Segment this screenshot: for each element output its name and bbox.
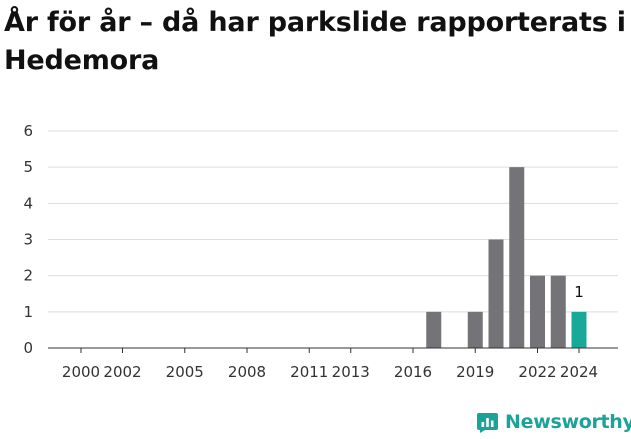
x-tick-label: 2002 bbox=[103, 363, 141, 381]
x-axis-ticks: 2000 2002 2005 2008 2011 2013 2016 2019 2022 2024 bbox=[62, 348, 598, 381]
y-tick-label: 3 bbox=[23, 231, 33, 249]
brand-name: Newsworthy bbox=[505, 411, 631, 433]
bars bbox=[426, 167, 587, 348]
x-tick-label: 2022 bbox=[518, 363, 556, 381]
y-tick-label: 4 bbox=[23, 194, 33, 212]
bar-2020 bbox=[488, 239, 504, 348]
x-tick-label: 2016 bbox=[394, 363, 432, 381]
bar-2019 bbox=[467, 311, 483, 348]
bar-2024 bbox=[571, 311, 587, 348]
x-tick-label: 2008 bbox=[228, 363, 266, 381]
x-tick-label: 2000 bbox=[62, 363, 100, 381]
data-labels: 1 bbox=[574, 283, 584, 301]
x-tick-label: 2024 bbox=[560, 363, 598, 381]
x-tick-label: 2013 bbox=[332, 363, 370, 381]
x-tick-label: 2011 bbox=[290, 363, 328, 381]
x-tick-label: 2005 bbox=[166, 363, 204, 381]
bar-chart: 0 1 2 3 4 5 6 2000 2002 2005 2008 2011 2013 2016 2019… bbox=[23, 122, 618, 381]
y-axis-ticks: 0 1 2 3 4 5 6 bbox=[23, 122, 33, 357]
bar-2022 bbox=[530, 275, 545, 348]
x-tick-label: 2019 bbox=[456, 363, 494, 381]
newsworthy-logo: Newsworthy bbox=[476, 409, 631, 435]
bar-2021 bbox=[509, 167, 525, 348]
bar-2017 bbox=[426, 311, 442, 348]
y-tick-label: 1 bbox=[23, 303, 33, 321]
y-tick-label: 5 bbox=[23, 158, 33, 176]
y-tick-label: 6 bbox=[23, 122, 33, 140]
y-tick-label: 2 bbox=[23, 267, 33, 285]
bar-2023 bbox=[550, 275, 566, 348]
y-tick-label: 0 bbox=[23, 339, 33, 357]
bar-chart-logo-icon bbox=[477, 412, 498, 433]
data-label: 1 bbox=[574, 283, 584, 301]
chart-title: År för år – då har parkslide rapporterat… bbox=[4, 7, 626, 76]
